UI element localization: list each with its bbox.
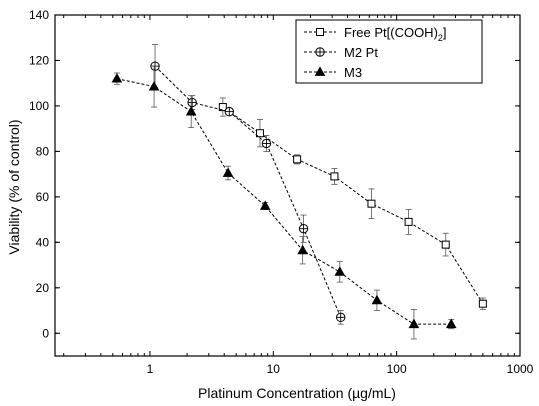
data-point (334, 266, 346, 276)
data-point (148, 80, 160, 91)
series-2 (150, 44, 346, 325)
legend-marker (316, 28, 324, 36)
legend-label-tail: ] (443, 25, 447, 40)
x-axis: 1 10 100 1000 (63, 15, 534, 376)
data-point (371, 294, 383, 305)
legend-label: M3 (344, 65, 362, 80)
data-point (111, 73, 123, 83)
data-point (298, 223, 309, 234)
x-tick-label: 10 (267, 362, 281, 376)
data-point (367, 199, 376, 208)
x-tick-label: 100 (387, 362, 407, 376)
data-point (224, 106, 235, 117)
y-tick-label: 100 (29, 99, 49, 113)
legend: Free Pt[(COOH)2] M2 Pt M3 (295, 19, 483, 84)
data-point (330, 172, 339, 181)
data-point (259, 200, 271, 210)
series-1 (218, 97, 487, 310)
data-point (187, 97, 197, 108)
y-tick-label: 20 (36, 281, 50, 295)
x-tick-label: 1 (147, 362, 154, 376)
series-line (154, 65, 342, 318)
legend-label-main: Free Pt[(COOH) (344, 25, 438, 40)
y-tick-label: 140 (29, 8, 49, 22)
series-line (116, 78, 452, 325)
legend-marker (315, 47, 325, 57)
data-point (441, 240, 450, 249)
x-axis-label: Platinum Concentration (µg/mL) (198, 385, 396, 401)
legend-marker (314, 66, 326, 76)
y-tick-label: 0 (42, 326, 49, 340)
data-point (255, 129, 264, 138)
y-tick-label: 60 (36, 190, 50, 204)
data-point (336, 312, 346, 323)
y-axis-label: Viability (% of control) (6, 119, 22, 254)
legend-label: Free Pt[(COOH)2] (344, 25, 447, 43)
x-tick-label: 1000 (507, 362, 534, 376)
data-point (404, 217, 413, 226)
series-3 (111, 65, 457, 340)
data-point (408, 318, 420, 329)
data-point (222, 167, 234, 177)
y-tick-label: 120 (29, 53, 49, 67)
plot-frame (54, 14, 521, 357)
y-tick-label: 40 (36, 235, 50, 249)
data-point (478, 299, 487, 308)
legend-label-subscript: 2 (438, 33, 443, 43)
data-point (218, 103, 227, 112)
data-point (293, 155, 302, 164)
data-point (297, 244, 308, 255)
series-layer (111, 44, 487, 340)
plot-border (54, 14, 521, 357)
data-point (261, 138, 272, 149)
y-tick-label: 80 (36, 144, 50, 158)
y-axis: 0 20 40 60 80 100 120 140 (29, 8, 520, 340)
legend-label: M2 Pt (344, 45, 378, 60)
data-point (445, 318, 457, 329)
data-point (185, 106, 197, 116)
